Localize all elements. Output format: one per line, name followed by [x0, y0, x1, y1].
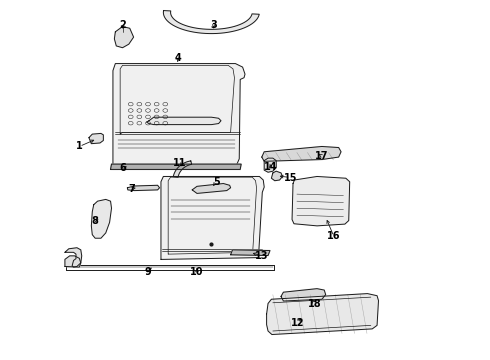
Text: 10: 10	[190, 267, 204, 277]
Text: 8: 8	[92, 216, 98, 226]
Text: 9: 9	[144, 267, 151, 277]
Text: 3: 3	[210, 20, 217, 30]
Polygon shape	[292, 176, 350, 226]
Polygon shape	[271, 171, 282, 181]
Polygon shape	[65, 248, 82, 267]
Text: 2: 2	[119, 20, 126, 30]
Polygon shape	[262, 147, 341, 161]
Polygon shape	[192, 184, 231, 193]
Text: 12: 12	[291, 318, 305, 328]
Polygon shape	[264, 158, 276, 172]
Polygon shape	[127, 185, 160, 190]
Text: 1: 1	[76, 141, 83, 152]
Polygon shape	[114, 27, 134, 48]
Text: 18: 18	[308, 299, 321, 309]
Polygon shape	[281, 289, 326, 301]
Text: 14: 14	[264, 162, 277, 172]
Polygon shape	[173, 161, 192, 177]
Text: 7: 7	[129, 184, 136, 194]
Text: 17: 17	[315, 151, 329, 161]
Text: 4: 4	[174, 53, 181, 63]
Text: 5: 5	[213, 177, 220, 187]
Text: 16: 16	[327, 231, 341, 242]
Polygon shape	[163, 10, 259, 33]
Polygon shape	[89, 134, 103, 144]
Text: 11: 11	[172, 158, 186, 168]
Text: 6: 6	[119, 163, 126, 173]
Polygon shape	[65, 256, 81, 267]
Text: 13: 13	[255, 251, 269, 261]
Polygon shape	[231, 250, 270, 256]
Polygon shape	[267, 294, 378, 334]
Polygon shape	[113, 64, 245, 170]
Polygon shape	[91, 199, 112, 238]
Polygon shape	[161, 176, 264, 259]
Text: 15: 15	[284, 172, 297, 183]
Polygon shape	[147, 117, 221, 125]
Polygon shape	[111, 164, 241, 170]
